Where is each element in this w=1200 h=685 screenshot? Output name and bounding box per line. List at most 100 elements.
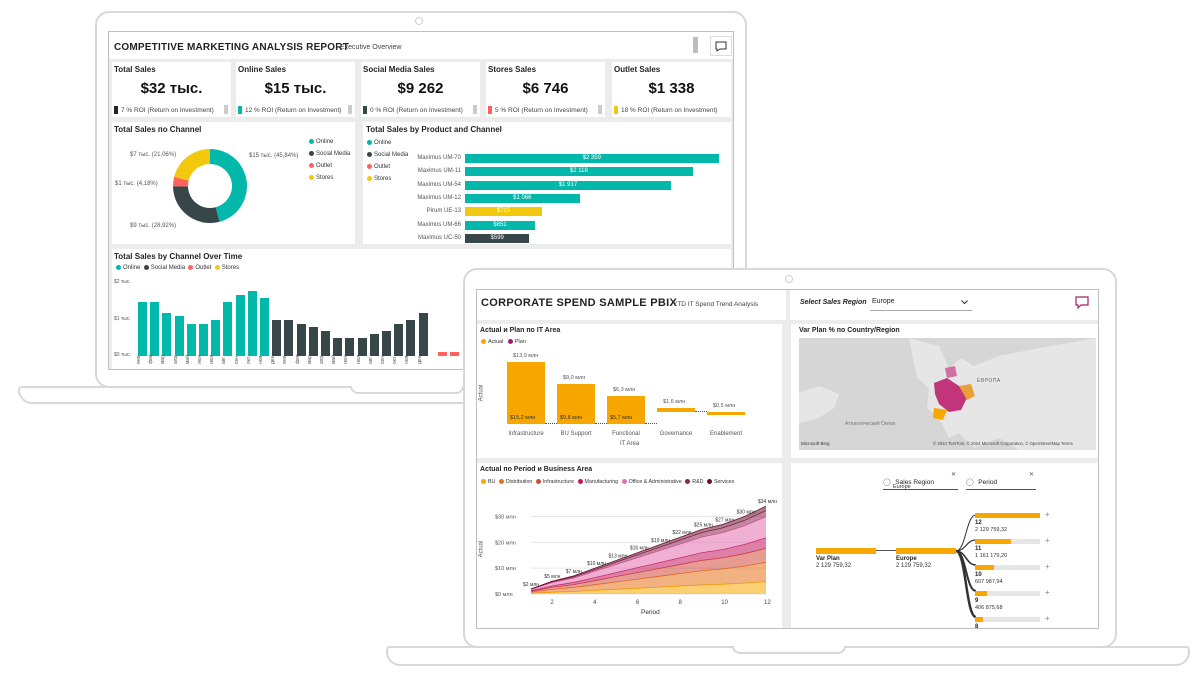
expand-plus-icon[interactable]: + [1045,562,1050,571]
timeline-bar-outlet[interactable] [438,352,447,356]
timeline-bar[interactable] [138,302,147,356]
decomp-node-bar [975,539,1011,544]
timeline-bar-outlet[interactable] [450,352,459,356]
decomp-node[interactable]: +10 607 987,94 [975,561,1095,587]
close-icon[interactable]: ✕ [1028,472,1034,478]
decomp-node[interactable]: +8284 154,11 [975,613,1095,628]
donut-legend-outlet[interactable]: Outlet [309,163,332,169]
sales-region-label: Select Sales Region [800,299,867,306]
timeline-bar[interactable] [345,338,355,356]
sales-region-dropdown[interactable]: Europe [870,295,972,311]
dropdown-value: Europe [872,298,895,305]
timeline-bar[interactable] [260,298,269,356]
timeline-bar[interactable] [321,330,330,356]
map-credit: © 2024 TomTom, © 2024 Microsoft Corporat… [933,441,1073,446]
timeline-bar[interactable] [308,327,318,356]
waterfall-bar[interactable] [657,408,695,412]
filter-period[interactable]: ◯ Period ✕ [966,471,1036,490]
timeline-bar[interactable] [394,323,404,356]
area-total-label: $27 млн [715,517,734,523]
map-visual[interactable]: ЕВРОПА Атлантический Океан Microsoft Bin… [799,338,1096,450]
donut-slice-social-media[interactable] [173,186,220,223]
area-series-line-6 [530,505,767,590]
decomp-node-track [975,565,1040,570]
timeline-bar[interactable] [211,320,221,356]
donut-slice-stores[interactable] [174,149,210,181]
waterfall-connector [545,423,557,424]
timeline-bar[interactable] [223,302,233,356]
decomp-root-bar[interactable] [816,548,876,554]
report-2-header: CORPORATE SPEND SAMPLE PBIX YTD IT Spend… [477,290,1098,320]
timeline-bar[interactable] [406,320,416,356]
product-category-label: Maximus UC-50 [417,234,461,241]
comment-icon[interactable] [710,36,732,56]
donut-legend-stores[interactable]: Stores [309,175,333,181]
area-series-4[interactable] [531,516,766,591]
expand-plus-icon[interactable]: + [1045,588,1050,597]
timeline-bar[interactable] [150,302,160,356]
timeline-x-tick: июн [343,354,350,364]
product-legend-stores[interactable]: Stores [367,176,391,182]
waterfall-title: Actual и Plan по IT Area [480,327,561,334]
roi-marker [363,106,367,114]
donut-slice-outlet[interactable] [173,176,189,187]
waterfall-category: Infrastructure [508,431,544,437]
product-bar[interactable]: $1 066 [465,193,580,203]
waterfall-bar[interactable] [507,362,545,424]
donut-chart[interactable] [170,146,250,226]
comment-icon[interactable] [1075,296,1089,314]
decomp-node[interactable]: +12 2 129 759,32 [975,509,1095,535]
timeline-bar[interactable] [235,294,245,356]
expand-plus-icon[interactable]: + [1045,614,1050,623]
expand-plus-icon[interactable]: + [1045,536,1050,545]
area-total-label: $22 млн [673,530,692,536]
product-legend-outlet[interactable]: Outlet [367,164,390,170]
product-bar[interactable]: $715 [465,207,542,217]
area-series-2[interactable] [531,548,766,593]
donut-slice-online[interactable] [210,149,247,222]
waterfall-bar[interactable] [607,396,645,424]
product-bar[interactable]: $2 118 [465,167,693,177]
product-bar[interactable]: $599 [465,233,530,243]
timeline-bar[interactable] [247,291,257,356]
donut-label-online: $15 тыс. (45,84%) [249,153,299,159]
product-bar[interactable]: $651 [465,220,535,230]
product-bar[interactable]: $1 917 [465,180,672,190]
timeline-bar[interactable] [296,323,306,356]
decomp-node-track [975,539,1040,544]
kpi-title: Outlet Sales [614,65,661,74]
timeline-bar[interactable] [174,316,184,356]
expand-plus-icon[interactable]: + [1045,510,1050,519]
timeline-bar[interactable] [333,338,343,356]
roi-marker [488,106,492,114]
timeline-bar[interactable] [357,338,367,356]
donut-legend-online[interactable]: Online [309,139,333,145]
timeline-bar[interactable] [186,323,196,356]
filter-sales-region[interactable]: ◯ Sales Region ✕ [883,471,958,490]
decomp-node[interactable]: +9 406 875,68 [975,587,1095,613]
donut-legend-social[interactable]: Social Media [309,151,350,157]
timeline-bar[interactable] [382,330,391,356]
scrollbar-thumb[interactable] [693,37,698,53]
timeline-x-tick: дек [270,356,277,364]
timeline-bar[interactable] [418,312,428,356]
timeline-bar[interactable] [272,320,282,356]
area-chart[interactable]: $30 млн $20 млн $10 млн $0 млн $2 млн $5 млн $… [491,491,781,628]
waterfall-legend[interactable]: Actual Plan [481,339,526,345]
timeline-bar[interactable] [199,323,208,356]
product-legend-online[interactable]: Online [367,140,391,146]
decomp-mid-bar[interactable] [896,548,956,554]
timeline-bar[interactable] [369,334,379,356]
area-legend[interactable]: BU Distribution Infrastructure Manufactu… [481,479,734,485]
decomp-node[interactable]: +11 1 161 179,20 [975,535,1095,561]
waterfall-bar[interactable] [707,412,745,415]
product-bar[interactable]: $2 359 [465,154,719,163]
timeline-x-tick: авг [221,356,228,364]
area-series-3[interactable] [531,537,766,592]
waterfall-bar[interactable] [557,384,595,424]
timeline-bar[interactable] [162,312,172,356]
timeline-legend[interactable]: Online Social Media Outlet Stores [116,265,239,271]
close-icon[interactable]: ✕ [950,472,956,478]
timeline-bar[interactable] [284,320,294,356]
product-legend-social[interactable]: Social Media [367,152,408,158]
